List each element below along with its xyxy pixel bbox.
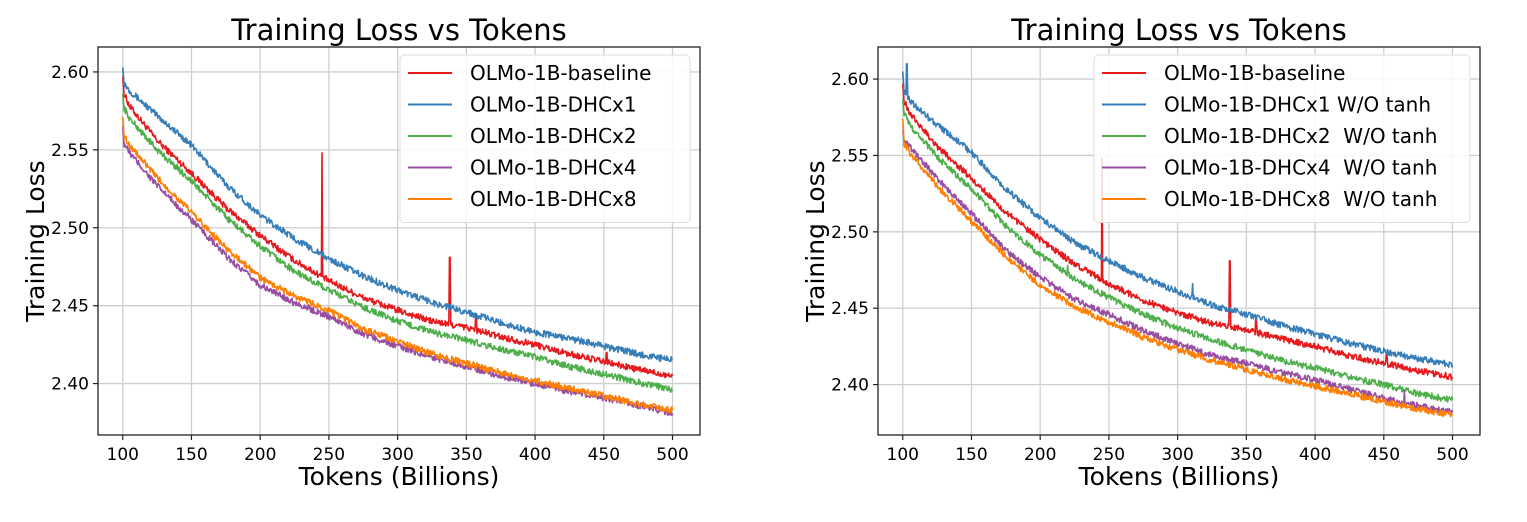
series-line-olmo-1b-dhcx1-w-o-tanh [901, 62, 1454, 368]
legend-item: OLMo-1B-DHCx4 W/O tanh [1102, 156, 1437, 180]
x-tick-label: 250 [1093, 445, 1125, 465]
legend-item: OLMo-1B-baseline [408, 61, 651, 85]
x-tick-label: 200 [244, 445, 276, 465]
chart-right-svg: 100 150 200 250 300 350 400 450 500 2.40 2.45 2.50 2… [801, 13, 1481, 491]
legend-label: OLMo-1B-DHCx1 [470, 93, 637, 117]
y-tick-label: 2.60 [831, 70, 869, 90]
x-tick-label: 350 [1230, 445, 1262, 465]
legend-label: OLMo-1B-DHCx4 W/O tanh [1164, 156, 1437, 180]
legend-item: OLMo-1B-baseline [1102, 61, 1345, 85]
x-tick-label: 300 [381, 445, 413, 465]
plot-frame [877, 46, 1481, 436]
x-tick-label: 300 [1161, 445, 1193, 465]
chart-title: Training Loss vs Tokens [230, 13, 567, 47]
x-tick-label: 350 [450, 445, 482, 465]
x-tick-label: 100 [107, 445, 139, 465]
legend-box [399, 54, 691, 223]
y-tick-label: 2.55 [831, 146, 869, 166]
chart-right: 100 150 200 250 300 350 400 450 500 2.40 2.45 2.50 2… [780, 0, 1527, 522]
x-tick-label: 450 [588, 445, 620, 465]
y-tick-label: 2.45 [831, 299, 869, 319]
chart-title: Training Loss vs Tokens [1010, 13, 1347, 47]
legend-label: OLMo-1B-DHCx2 W/O tanh [1164, 124, 1437, 148]
y-tick-label: 2.40 [831, 376, 869, 396]
legend-label: OLMo-1B-baseline [1164, 61, 1345, 85]
legend-item: OLMo-1B-DHCx8 W/O tanh [1102, 187, 1437, 211]
series-line-olmo-1b-dhcx2-w-o-tanh [901, 98, 1454, 403]
legend-label: OLMo-1B-baseline [470, 61, 651, 85]
legend-item: OLMo-1B-DHCx2 W/O tanh [1102, 124, 1437, 148]
legend-label: OLMo-1B-DHCx1 W/O tanh [1164, 93, 1431, 117]
legend: OLMo-1B-baseline OLMo-1B-DHCx1 OLMo-1B-DHC… [399, 54, 691, 223]
x-axis-label: Tokens (Billions) [298, 462, 500, 491]
legend-item: OLMo-1B-DHCx2 [408, 124, 637, 148]
series-line-olmo-1b-baseline [901, 83, 1454, 381]
y-tick-label: 2.60 [51, 63, 89, 83]
y-tick-label: 2.50 [831, 223, 869, 243]
legend-item: OLMo-1B-DHCx4 [408, 156, 637, 180]
x-axis-label: Tokens (Billions) [1078, 462, 1280, 491]
y-tick-label: 2.40 [51, 375, 89, 395]
legend-label: OLMo-1B-DHCx2 [470, 124, 637, 148]
series-line-olmo-1b-baseline [121, 76, 674, 379]
series-line-olmo-1b-dhcx8-w-o-tanh [901, 118, 1454, 418]
legend-item: OLMo-1B-DHCx8 [408, 187, 637, 211]
series-line-olmo-1b-dhcx4-w-o-tanh [901, 130, 1454, 416]
x-tick-label: 500 [656, 445, 688, 465]
x-tick-label: 400 [519, 445, 551, 465]
legend-item: OLMo-1B-DHCx1 [408, 93, 637, 117]
x-tick-label: 150 [175, 445, 207, 465]
y-axis-label: Training Loss [21, 160, 50, 322]
y-tick-label: 2.50 [51, 219, 89, 239]
x-tick-label: 200 [1024, 445, 1056, 465]
chart-left-svg: 100 150 200 250 300 350 400 450 500 2.40 2.45 2.50 2… [21, 13, 701, 491]
x-tick-label: 500 [1436, 445, 1468, 465]
legend-label: OLMo-1B-DHCx4 [470, 156, 637, 180]
y-axis-label: Training Loss [801, 160, 830, 322]
series-line-olmo-1b-dhcx1 [121, 67, 673, 363]
y-tick-label: 2.55 [51, 141, 89, 161]
series-line-olmo-1b-dhcx2 [121, 93, 674, 394]
chart-left: 100 150 200 250 300 350 400 450 500 2.40 2.45 2.50 2… [0, 0, 760, 522]
ticks-layer: 100 150 200 250 300 350 400 450 500 2.40 2.45 2.50 2… [51, 63, 689, 465]
ticks-layer: 100 150 200 250 300 350 400 450 500 2.40 2.45 2.50 2… [831, 70, 1469, 465]
y-tick-label: 2.45 [51, 297, 89, 317]
plot-frame [97, 46, 701, 436]
x-tick-label: 100 [887, 445, 919, 465]
legend-label: OLMo-1B-DHCx8 [470, 187, 637, 211]
legend: OLMo-1B-baseline OLMo-1B-DHCx1 W/O tanh OL… [1093, 54, 1471, 223]
x-tick-label: 250 [313, 445, 345, 465]
legend-label: OLMo-1B-DHCx8 W/O tanh [1164, 187, 1437, 211]
series-line-olmo-1b-dhcx8 [121, 117, 674, 414]
series-layer [901, 62, 1454, 418]
series-layer [121, 67, 674, 417]
x-tick-label: 450 [1368, 445, 1400, 465]
legend-box [1093, 54, 1471, 223]
legend-item: OLMo-1B-DHCx1 W/O tanh [1102, 93, 1431, 117]
x-tick-label: 400 [1299, 445, 1331, 465]
x-tick-label: 150 [955, 445, 987, 465]
